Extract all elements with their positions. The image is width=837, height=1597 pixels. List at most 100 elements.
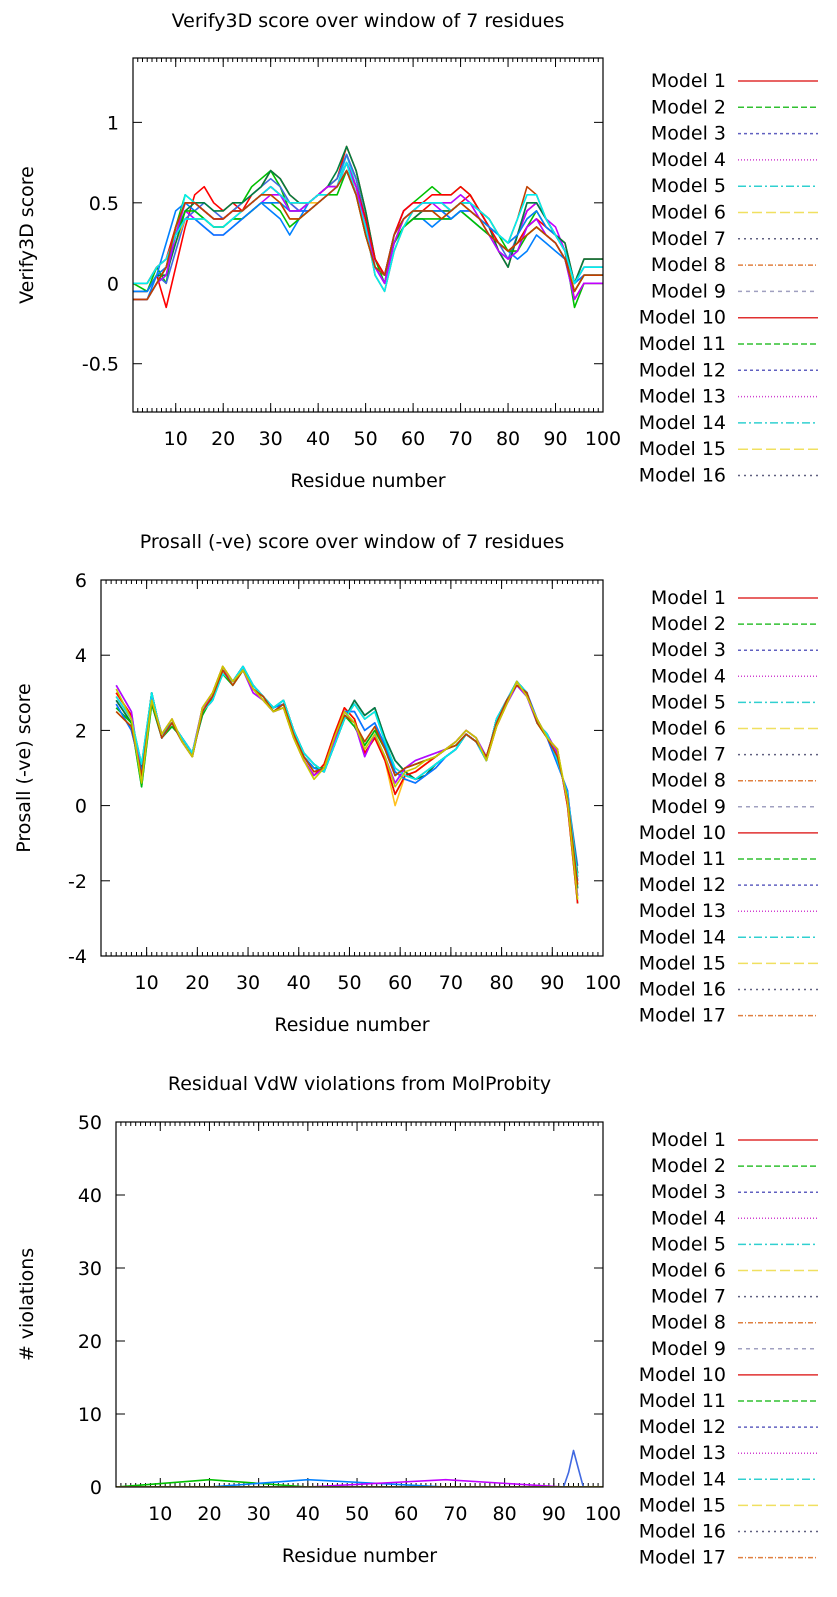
plot-area <box>133 145 603 309</box>
legend-label: Model 10 <box>639 1364 726 1386</box>
series-line-2 <box>116 1478 603 1487</box>
legend-label: Model 2 <box>651 96 726 118</box>
legend-label: Model 6 <box>651 202 726 224</box>
x-tick-label: 40 <box>306 428 330 450</box>
x-tick-label: 80 <box>489 972 513 994</box>
legend: Model 1 Model 2 Model 3 Model 4 Model 5 Model… <box>639 1129 818 1569</box>
series-line-5 <box>115 669 579 896</box>
y-tick-label: 50 <box>78 1112 102 1134</box>
x-tick-label: 40 <box>287 972 311 994</box>
x-tick-label: 70 <box>443 1503 467 1525</box>
x-tick-label: 80 <box>493 1503 517 1525</box>
legend-label: Model 10 <box>639 822 726 844</box>
legend-label: Model 15 <box>639 1494 726 1516</box>
legend-label: Model 1 <box>651 587 726 609</box>
legend-label: Model 4 <box>651 149 726 171</box>
chart-1: Verify3D score over window of 7 residues… <box>16 10 818 492</box>
legend-label: Model 8 <box>651 1312 726 1334</box>
x-tick-label: 30 <box>236 972 260 994</box>
y-tick-label: 0.5 <box>89 193 119 215</box>
legend-label: Model 16 <box>639 1521 726 1543</box>
x-tick-label: 70 <box>448 428 472 450</box>
y-tick-label: 20 <box>78 1331 102 1353</box>
x-tick-label: 60 <box>401 428 425 450</box>
legend-label: Model 1 <box>651 1129 726 1151</box>
legend-label: Model 16 <box>639 465 726 487</box>
y-axis-label: # violations <box>16 1248 38 1361</box>
legend-label: Model 9 <box>651 1338 726 1360</box>
legend-label: Model 5 <box>651 691 726 713</box>
legend-label: Model 12 <box>639 1416 726 1438</box>
x-tick-label: 100 <box>585 972 621 994</box>
legend-label: Model 9 <box>651 280 726 302</box>
legend-label: Model 13 <box>639 386 726 408</box>
chart-title: Verify3D score over window of 7 residues <box>172 10 565 32</box>
legend-label: Model 12 <box>639 359 726 381</box>
x-tick-label: 60 <box>394 1503 418 1525</box>
legend-label: Model 8 <box>651 254 726 276</box>
x-tick-label: 100 <box>585 428 621 450</box>
legend-label: Model 17 <box>639 1547 726 1569</box>
y-tick-label: 30 <box>78 1258 102 1280</box>
x-tick-label: 30 <box>247 1503 271 1525</box>
y-tick-label: 6 <box>75 570 87 592</box>
legend-label: Model 11 <box>639 848 726 870</box>
legend-label: Model 2 <box>651 1155 726 1177</box>
x-tick-label: 100 <box>585 1503 621 1525</box>
legend-label: Model 6 <box>651 1260 726 1282</box>
legend-label: Model 7 <box>651 228 726 250</box>
y-tick-label: -2 <box>68 871 87 893</box>
x-tick-label: 90 <box>543 428 567 450</box>
legend-label: Model 15 <box>639 952 726 974</box>
chart-2: Prosall (-ve) score over window of 7 res… <box>13 531 818 1036</box>
legend-label: Model 3 <box>651 123 726 145</box>
y-tick-label: 10 <box>78 1404 102 1426</box>
x-tick-label: 20 <box>211 428 235 450</box>
legend-label: Model 2 <box>651 613 726 635</box>
legend: Model 1 Model 2 Model 3 Model 4 Model 5 Model… <box>639 70 818 487</box>
legend-label: Model 11 <box>639 333 726 355</box>
legend-label: Model 15 <box>639 438 726 460</box>
y-tick-label: 1 <box>107 112 119 134</box>
legend-label: Model 14 <box>639 412 726 434</box>
chart-3: Residual VdW violations from MolProbity 1… <box>16 1073 818 1569</box>
series-line-12 <box>115 669 579 889</box>
legend-label: Model 6 <box>651 718 726 740</box>
x-axis-label: Residue number <box>274 1014 429 1036</box>
x-tick-label: 50 <box>354 428 378 450</box>
legend-label: Model 5 <box>651 175 726 197</box>
legend-label: Model 4 <box>651 665 726 687</box>
legend-label: Model 11 <box>639 1390 726 1412</box>
legend-label: Model 9 <box>651 796 726 818</box>
y-tick-label: 0 <box>107 273 119 295</box>
series-line-17 <box>115 665 579 900</box>
y-tick-label: -4 <box>68 946 87 968</box>
y-tick-label: 40 <box>78 1185 102 1207</box>
legend-label: Model 5 <box>651 1233 726 1255</box>
series-line-14 <box>115 669 579 896</box>
plot-frame <box>115 1121 604 1488</box>
legend-label: Model 8 <box>651 770 726 792</box>
legend-label: Model 14 <box>639 1468 726 1490</box>
series-line-16 <box>133 169 603 301</box>
legend: Model 1 Model 2 Model 3 Model 4 Model 5 Model… <box>639 587 818 1027</box>
x-tick-label: 10 <box>148 1503 172 1525</box>
plot-frame <box>132 57 604 413</box>
y-axis-label: Prosall (-ve) score <box>13 683 35 852</box>
plot-area <box>116 1449 603 1487</box>
legend-label: Model 3 <box>651 1181 726 1203</box>
x-tick-label: 20 <box>197 1503 221 1525</box>
legend-label: Model 1 <box>651 70 726 92</box>
chart-title: Residual VdW violations from MolProbity <box>168 1073 551 1095</box>
x-tick-label: 40 <box>296 1503 320 1525</box>
x-axis-label: Residue number <box>282 1545 437 1567</box>
y-tick-label: 2 <box>75 720 87 742</box>
x-tick-label: 90 <box>540 972 564 994</box>
x-tick-label: 90 <box>542 1503 566 1525</box>
legend-label: Model 14 <box>639 926 726 948</box>
legend-label: Model 7 <box>651 1286 726 1308</box>
x-tick-label: 20 <box>185 972 209 994</box>
y-tick-label: 0 <box>90 1477 102 1499</box>
y-tick-label: 4 <box>75 645 87 667</box>
